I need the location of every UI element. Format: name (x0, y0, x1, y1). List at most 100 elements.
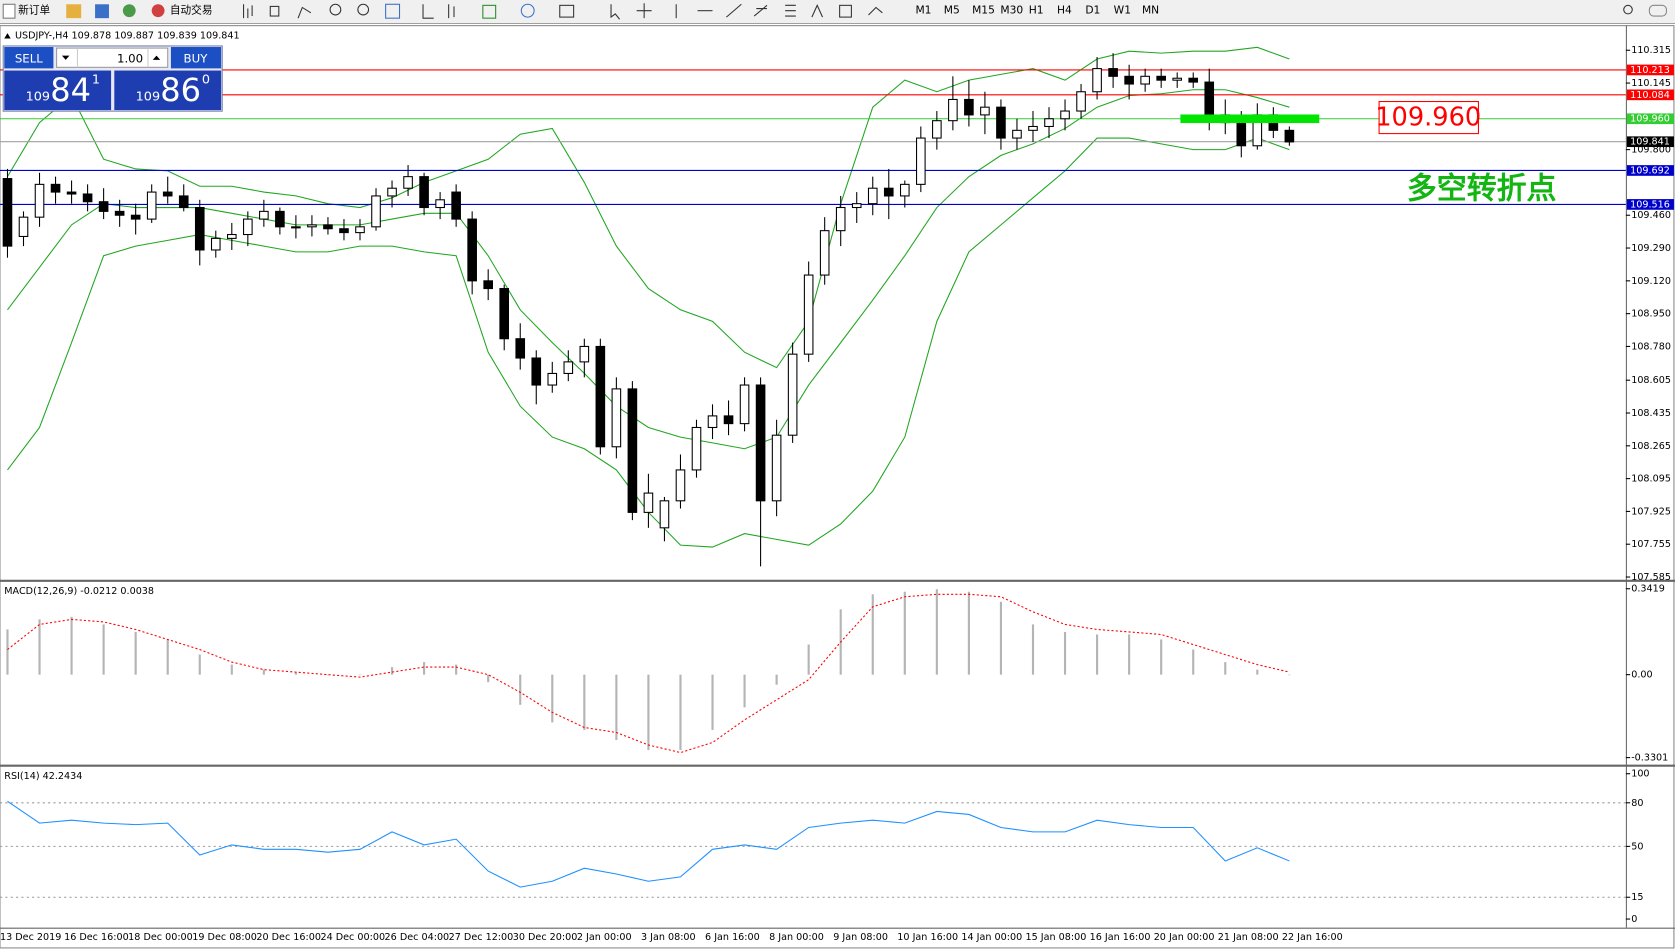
button-label: 新订单 (18, 4, 50, 17)
timeframe-button[interactable]: M15 (972, 4, 995, 17)
x-tick-label: 22 Jan 16:00 (1282, 932, 1343, 943)
bid-price[interactable]: 109 84 1 (4, 70, 112, 111)
icon[interactable] (66, 4, 82, 19)
y-tick-label: 109.800 (1631, 145, 1671, 156)
timeframe-button[interactable]: H1 (1029, 4, 1044, 17)
macd-bar (807, 644, 810, 675)
lot-value[interactable]: 1.00 (117, 51, 143, 65)
icon[interactable] (95, 4, 109, 19)
candle-body (1284, 129, 1295, 143)
ask-price[interactable]: 109 86 0 (114, 70, 222, 111)
auto-trading-button[interactable]: 自动交易 (151, 4, 213, 18)
candle-body (771, 434, 782, 502)
lot-input[interactable] (56, 47, 169, 68)
candle-body (66, 191, 77, 195)
candle-body (1124, 75, 1134, 85)
icon[interactable] (385, 3, 401, 19)
candle-body (1140, 75, 1150, 85)
annotation-box (1378, 100, 1479, 135)
timeframe-button[interactable]: D1 (1085, 4, 1100, 17)
candle-body (739, 384, 750, 425)
icon[interactable] (297, 6, 312, 19)
icon[interactable] (122, 4, 136, 18)
timeframe-button[interactable]: M1 (915, 4, 931, 17)
bollinger-band (7, 46, 1290, 369)
candle-body (932, 120, 942, 139)
timeframe-button[interactable]: MN (1142, 4, 1159, 17)
macd-bar (935, 589, 938, 675)
new-order-button[interactable]: 新订单 (2, 3, 50, 19)
sell-button[interactable]: SELL (4, 47, 54, 69)
macd-bar (487, 674, 490, 683)
icon[interactable] (610, 4, 620, 20)
icon[interactable] (726, 3, 742, 18)
candle-body (1092, 68, 1102, 93)
icon[interactable] (422, 4, 434, 19)
price-big: 109 (136, 90, 160, 105)
candle-body (980, 106, 990, 116)
candle-body (307, 224, 317, 228)
candle-body (82, 193, 93, 203)
candle-body (1076, 91, 1086, 112)
candle-body (435, 199, 445, 209)
macd-bar (903, 591, 906, 675)
x-tick-label: 30 Dec 20:00 (513, 932, 578, 943)
timeframe-button[interactable]: M30 (1000, 4, 1023, 17)
price-big: 109 (26, 90, 50, 105)
icon[interactable] (753, 4, 768, 17)
icon[interactable] (357, 3, 370, 16)
price-level-label: 110.213 (1630, 65, 1670, 76)
macd-bar (390, 667, 394, 675)
icon[interactable] (482, 4, 497, 19)
button-label: 自动交易 (170, 4, 213, 17)
macd-bar (743, 674, 746, 708)
icon[interactable] (329, 3, 342, 16)
price-bg (114, 70, 222, 111)
icon[interactable] (811, 4, 824, 18)
y-tick-label: 109.120 (1631, 276, 1671, 287)
macd-bar (1031, 624, 1035, 675)
lot-up[interactable] (152, 55, 161, 60)
candle-body (2, 178, 13, 247)
icon[interactable] (839, 4, 852, 18)
timeframe-button[interactable]: W1 (1114, 4, 1131, 17)
icon[interactable] (1648, 4, 1667, 17)
candle-body (18, 216, 29, 237)
icon[interactable] (559, 4, 575, 18)
icon[interactable] (636, 3, 652, 19)
timeframe-button[interactable]: H4 (1057, 4, 1072, 17)
price-bg (4, 70, 112, 111)
icon[interactable] (1623, 4, 1633, 15)
y-tick-label: 108.095 (1631, 474, 1671, 485)
price-level-label: 109.692 (1630, 165, 1670, 176)
candle-body (579, 345, 590, 363)
candle-body (162, 191, 173, 197)
macd-bar (1096, 634, 1099, 675)
timeframe-button[interactable]: M5 (944, 4, 960, 17)
macd-bar (519, 674, 522, 705)
price-sup: 0 (202, 73, 210, 88)
lot-down[interactable] (61, 55, 70, 60)
icon[interactable] (785, 4, 796, 17)
candle-body (387, 187, 397, 197)
macd-bar (1063, 631, 1067, 675)
macd-bar (358, 674, 362, 676)
icon[interactable] (520, 3, 535, 18)
icon[interactable] (243, 4, 253, 19)
macd-bar (615, 674, 618, 740)
candle-body (675, 469, 686, 502)
chart-title: USDJPY-,H4 109.878 109.887 109.839 109.8… (15, 30, 240, 41)
candle-body (130, 214, 141, 220)
buy-button[interactable]: BUY (170, 47, 222, 69)
x-tick-label: 18 Dec 00:00 (128, 932, 193, 943)
icon[interactable] (269, 5, 280, 17)
candle-body (194, 206, 205, 251)
icon (151, 4, 165, 18)
candle-body (451, 191, 461, 220)
candle-body (819, 230, 830, 276)
macd-bar (1192, 649, 1195, 675)
icon (2, 3, 16, 19)
icon[interactable] (868, 6, 883, 16)
icon[interactable] (448, 4, 455, 19)
candle-body (563, 361, 574, 374)
